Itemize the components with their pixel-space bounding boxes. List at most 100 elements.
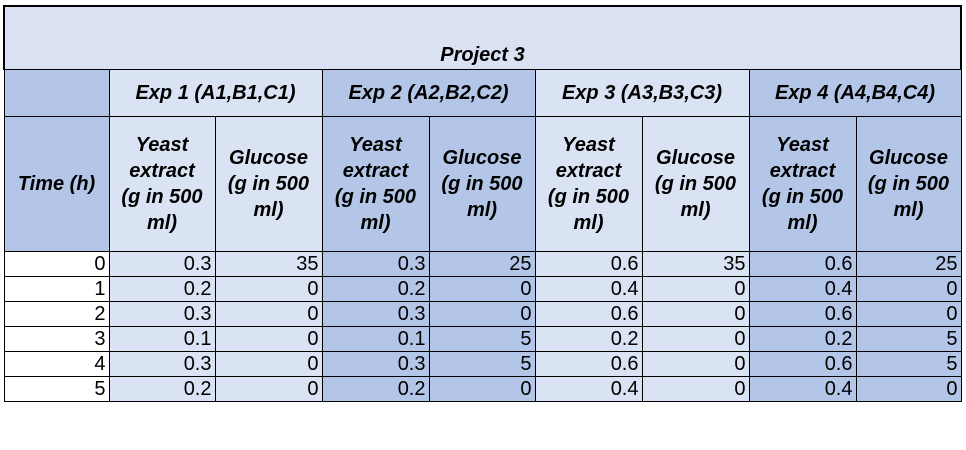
yeast-value-cell[interactable]: 0.6 [534,351,643,377]
yeast-value-cell[interactable]: 0.3 [321,301,430,327]
yeast-value-cell[interactable]: 0.2 [108,276,216,302]
glucose-value-cell[interactable]: 0 [855,301,962,327]
glucose-value-cell[interactable]: 5 [855,326,962,352]
project-table: Project 3 Exp 1 (A1,B1,C1) Exp 2 (A2,B2,… [3,5,962,402]
glucose-header-line: (g in 500 [441,173,523,195]
blank-header-cell[interactable] [3,69,110,117]
yeast-value-cell[interactable]: 0.6 [534,301,643,327]
time-header[interactable]: Time (h) [3,116,110,252]
yeast-value-cell[interactable]: 0.6 [534,251,643,277]
glucose-value-cell[interactable]: 0 [214,376,323,402]
time-cell[interactable]: 0 [3,251,110,277]
table-row: 5 0.2 0 0.2 0 0.4 0 0.4 0 [3,376,962,402]
time-cell[interactable]: 1 [3,276,110,302]
exp-2-glucose-header[interactable]: Glucose (g in 500 ml) [428,116,536,252]
data-body: 0 0.3 35 0.3 25 0.6 35 0.6 25 1 0.2 0 0.2 0 0.4 0 0.4 0 2 0… [3,251,962,402]
yeast-header-line: (g in 500 [334,186,417,208]
yeast-header-line: extract [555,160,622,182]
yeast-value-cell[interactable]: 0.2 [108,376,216,402]
yeast-value-cell[interactable]: 0.3 [108,351,216,377]
yeast-value-cell[interactable]: 0.2 [748,326,857,352]
glucose-value-cell[interactable]: 0 [855,376,962,402]
exp-1-glucose-header[interactable]: Glucose (g in 500 ml) [214,116,323,252]
glucose-value-cell[interactable]: 0 [428,276,536,302]
table-row: 4 0.3 0 0.3 5 0.6 0 0.6 5 [3,351,962,377]
yeast-value-cell[interactable]: 0.6 [748,351,857,377]
exp-3-yeast-header[interactable]: Yeast extract (g in 500 ml) [534,116,643,252]
glucose-value-cell[interactable]: 0 [214,276,323,302]
glucose-header-line: Glucose [229,147,308,169]
glucose-header-line: Glucose [656,147,735,169]
glucose-value-cell[interactable]: 5 [428,326,536,352]
yeast-header-line: Yeast [776,134,829,156]
glucose-value-cell[interactable]: 5 [428,351,536,377]
yeast-value-cell[interactable]: 0.6 [748,301,857,327]
glucose-header-line: (g in 500 [227,173,310,195]
yeast-value-cell[interactable]: 0.2 [534,326,643,352]
time-cell[interactable]: 3 [3,326,110,352]
glucose-header-line: ml) [893,199,924,221]
glucose-value-cell[interactable]: 0 [214,301,323,327]
glucose-value-cell[interactable]: 0 [428,301,536,327]
yeast-value-cell[interactable]: 0.3 [108,301,216,327]
glucose-header-line: ml) [253,199,284,221]
exp-3-header[interactable]: Exp 3 (A3,B3,C3) [534,69,750,117]
table-row: 1 0.2 0 0.2 0 0.4 0 0.4 0 [3,276,962,302]
exp-1-header[interactable]: Exp 1 (A1,B1,C1) [108,69,323,117]
yeast-value-cell[interactable]: 0.6 [748,251,857,277]
yeast-value-cell[interactable]: 0.3 [321,251,430,277]
glucose-value-cell[interactable]: 0 [214,326,323,352]
yeast-value-cell[interactable]: 0.4 [534,376,643,402]
yeast-value-cell[interactable]: 0.4 [534,276,643,302]
title-row: Project 3 [3,5,962,70]
glucose-value-cell[interactable]: 0 [214,351,323,377]
yeast-header-line: extract [769,160,836,182]
yeast-header-line: ml) [787,212,818,234]
exp-2-yeast-header[interactable]: Yeast extract (g in 500 ml) [321,116,430,252]
glucose-header-line: Glucose [869,147,948,169]
glucose-value-cell[interactable]: 35 [214,251,323,277]
yeast-value-cell[interactable]: 0.3 [108,251,216,277]
glucose-value-cell[interactable]: 0 [641,276,750,302]
yeast-header-line: ml) [573,212,604,234]
table-row: 0 0.3 35 0.3 25 0.6 35 0.6 25 [3,251,962,277]
glucose-value-cell[interactable]: 25 [428,251,536,277]
yeast-value-cell[interactable]: 0.2 [321,376,430,402]
exp-4-yeast-header[interactable]: Yeast extract (g in 500 ml) [748,116,857,252]
time-cell[interactable]: 4 [3,351,110,377]
yeast-value-cell[interactable]: 0.1 [108,326,216,352]
glucose-value-cell[interactable]: 35 [641,251,750,277]
yeast-header-line: ml) [147,212,177,234]
column-header-row: Time (h) Yeast extract (g in 500 ml) Glucos… [3,116,962,252]
time-cell[interactable]: 2 [3,301,110,327]
yeast-value-cell[interactable]: 0.4 [748,376,857,402]
table-title[interactable]: Project 3 [3,5,962,70]
glucose-value-cell[interactable]: 0 [641,351,750,377]
glucose-value-cell[interactable]: 0 [641,301,750,327]
yeast-header-line: Yeast [562,134,615,156]
yeast-value-cell[interactable]: 0.1 [321,326,430,352]
glucose-value-cell[interactable]: 0 [641,326,750,352]
exp-3-glucose-header[interactable]: Glucose (g in 500 ml) [641,116,750,252]
experiment-header-row: Exp 1 (A1,B1,C1) Exp 2 (A2,B2,C2) Exp 3 … [3,69,962,117]
glucose-value-cell[interactable]: 0 [428,376,536,402]
exp-4-header[interactable]: Exp 4 (A4,B4,C4) [748,69,962,117]
yeast-header-line: Yeast [135,134,189,156]
glucose-header-line: ml) [680,199,711,221]
exp-4-glucose-header[interactable]: Glucose (g in 500 ml) [855,116,962,252]
glucose-value-cell[interactable]: 0 [641,376,750,402]
yeast-header-line: ml) [360,212,391,234]
exp-1-yeast-header[interactable]: Yeast extract (g in 500 ml) [108,116,216,252]
yeast-value-cell[interactable]: 0.3 [321,351,430,377]
time-cell[interactable]: 5 [3,376,110,402]
yeast-header-line: (g in 500 [761,186,844,208]
exp-2-header[interactable]: Exp 2 (A2,B2,C2) [321,69,536,117]
table-row: 2 0.3 0 0.3 0 0.6 0 0.6 0 [3,301,962,327]
glucose-value-cell[interactable]: 5 [855,351,962,377]
glucose-header-line: (g in 500 [654,173,737,195]
glucose-value-cell[interactable]: 25 [855,251,962,277]
glucose-value-cell[interactable]: 0 [855,276,962,302]
glucose-header-line: Glucose [442,147,522,169]
yeast-value-cell[interactable]: 0.4 [748,276,857,302]
yeast-value-cell[interactable]: 0.2 [321,276,430,302]
